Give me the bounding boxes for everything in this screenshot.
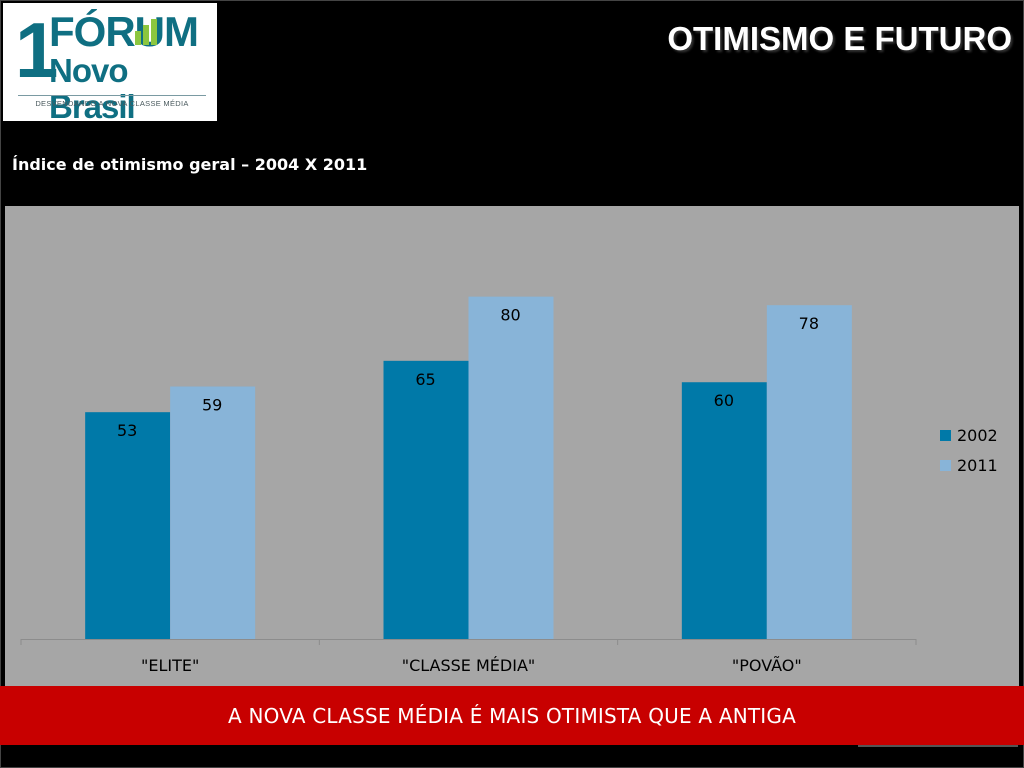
bar-chart: 53 59 "ELITE" 65 80 "CLASSE MÉDIA" 60 78 "POVÃO" — [20, 296, 917, 675]
bar-2002-0 — [85, 412, 171, 639]
conclusion-banner: A NOVA CLASSE MÉDIA É MAIS OTIMISTA QUE … — [0, 686, 1024, 745]
logo-name-line2: Novo Brasil — [49, 52, 136, 125]
chart-subtitle: Índice de otimismo geral – 2004 X 2011 — [12, 155, 368, 174]
logo-divider — [18, 95, 206, 96]
chart-legend: 2002 2011 — [940, 420, 998, 480]
legend-item-2011: 2011 — [940, 450, 998, 480]
legend-swatch-2002 — [940, 429, 951, 441]
bar-2011-2 — [766, 305, 852, 639]
logo-number: 1 — [15, 6, 58, 94]
data-label-2011-2: 78 — [799, 314, 819, 333]
bar-2002-2 — [681, 382, 767, 639]
data-label-2011-0: 59 — [202, 396, 222, 415]
legend-label-2011: 2011 — [957, 455, 998, 475]
legend-swatch-2011 — [940, 459, 951, 471]
legend-label-2002: 2002 — [957, 425, 998, 445]
data-label-2002-2: 60 — [714, 391, 734, 410]
logo: 1 FÓRUM Novo Brasil DESVENDANDO A NOVA C… — [3, 3, 217, 125]
bar-2002-1 — [383, 360, 469, 639]
legend-item-2002: 2002 — [940, 420, 998, 450]
data-label-2011-1: 80 — [500, 306, 520, 325]
logo-tagline: DESVENDANDO A NOVA CLASSE MÉDIA — [35, 99, 189, 108]
data-label-2002-0: 53 — [117, 421, 137, 440]
logo-name-line1: FÓRUM — [49, 8, 199, 55]
data-label-2002-1: 65 — [415, 370, 435, 389]
chart-panel: 53 59 "ELITE" 65 80 "CLASSE MÉDIA" 60 78 "POVÃO"… — [5, 206, 1019, 686]
category-label-1: "CLASSE MÉDIA" — [402, 656, 536, 675]
category-label-0: "ELITE" — [141, 656, 199, 675]
bar-2011-1 — [468, 296, 554, 639]
logo-bars-icon — [135, 19, 157, 45]
footer-divider — [858, 745, 1018, 747]
category-label-2: "POVÃO" — [732, 656, 802, 675]
page-title: OTIMISMO E FUTURO — [667, 20, 1012, 57]
banner-text: A NOVA CLASSE MÉDIA É MAIS OTIMISTA QUE … — [228, 703, 796, 728]
bar-2011-0 — [170, 386, 256, 639]
